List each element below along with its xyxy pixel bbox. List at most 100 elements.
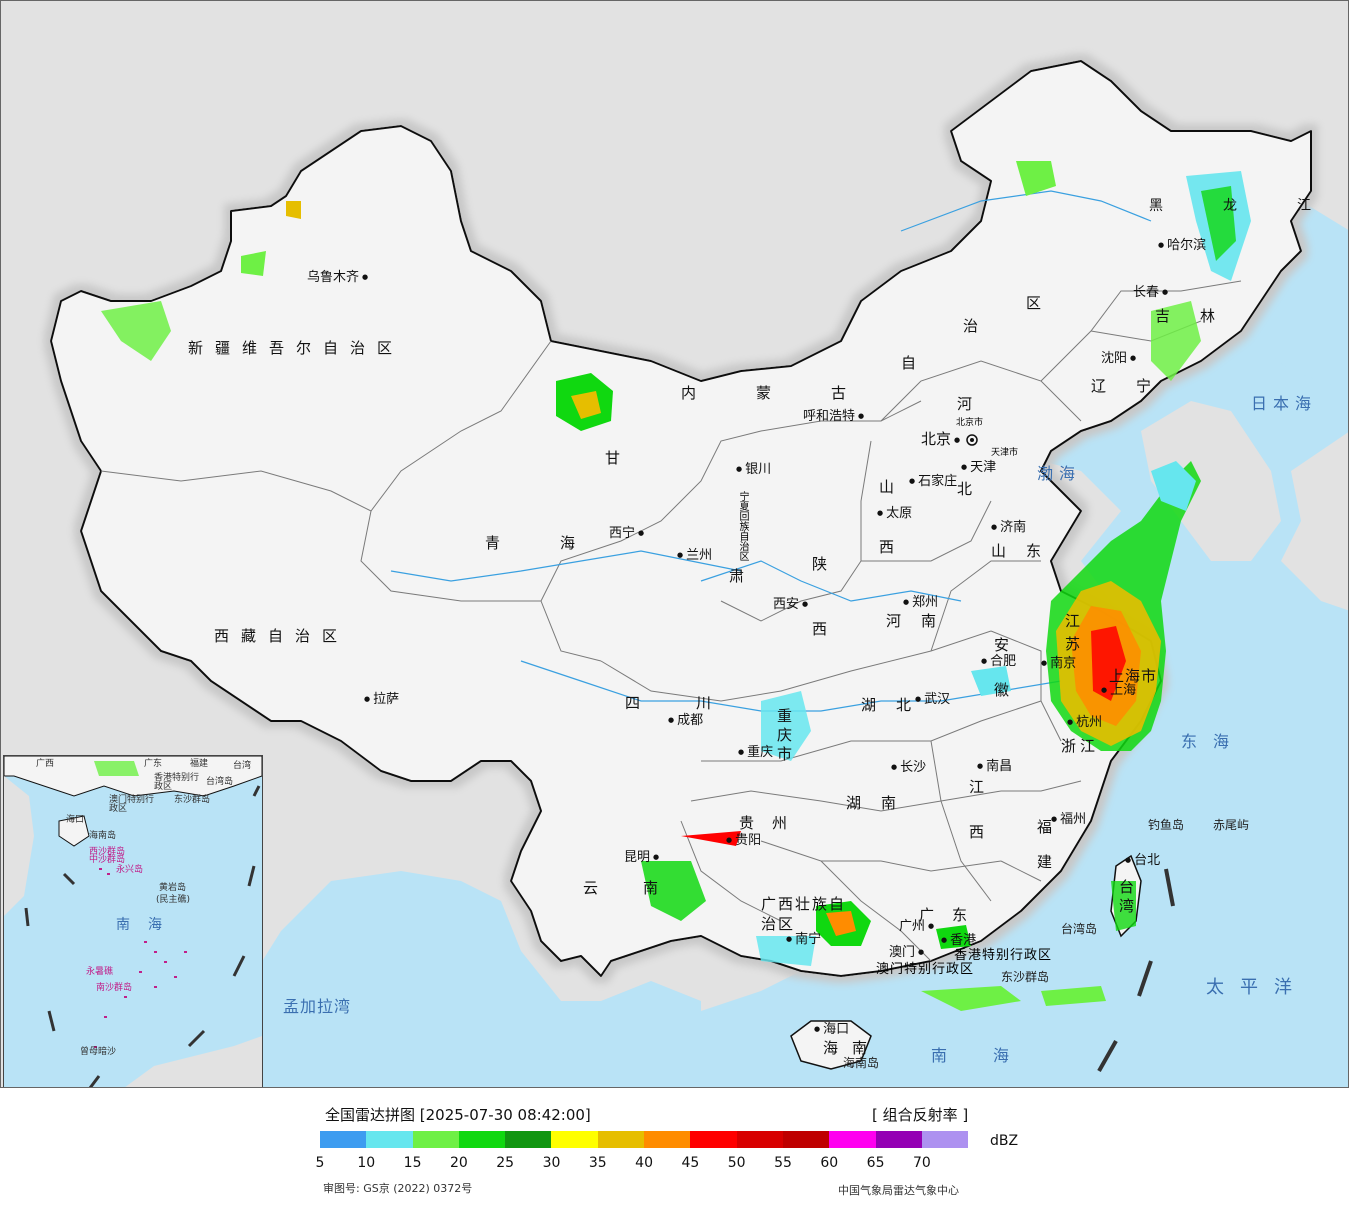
province-label-shanxi: 山西 <box>877 479 895 599</box>
province-label-zhejiang: 浙江 <box>1061 737 1100 755</box>
city-haikou: 海口 <box>814 1023 849 1036</box>
inset-label-taiwan-island: 台湾岛 <box>206 777 234 787</box>
inset-label-zengmu: 曾母暗沙 <box>80 1047 117 1057</box>
city-fuzhou: 福州 <box>1051 813 1086 826</box>
city-urumqi: 乌鲁木齐 <box>307 271 368 284</box>
legend-swatch <box>875 1131 922 1148</box>
radar-echoes <box>101 161 1251 1011</box>
japan-land <box>1281 432 1348 611</box>
legend-tick-label: 70 <box>912 1155 931 1171</box>
legend-swatch <box>736 1131 783 1148</box>
city-changsha: 长沙 <box>891 761 926 774</box>
province-label-henan: 河南 <box>886 612 957 630</box>
inset-label-guangxi: 广西 <box>36 759 55 769</box>
legend-tick-label: 65 <box>866 1155 885 1171</box>
city-nanjing: 南京 <box>1041 657 1076 670</box>
legend-swatch <box>597 1131 645 1148</box>
province-label-shandong: 山东 <box>991 542 1062 560</box>
city-zhengzhou: 郑州 <box>903 596 938 609</box>
province-label-neimenggu-part: 区 <box>1026 294 1042 312</box>
label-macao-sar: 澳门特别行政区 <box>876 962 975 977</box>
city-hohhot: 呼和浩特 <box>803 410 864 423</box>
sea-east: 东海 <box>1181 732 1246 751</box>
city-shanghai: 上海 <box>1101 684 1136 697</box>
province-label-chongqing: 重庆市 <box>775 708 793 765</box>
inset-label-taiwan: 台湾 <box>233 761 252 771</box>
legend-swatch <box>829 1131 876 1148</box>
legend-swatch <box>551 1131 598 1148</box>
province-label-xinjiang: 新疆维吾尔自治区 <box>188 339 405 357</box>
city-lanzhou: 兰州 <box>677 549 712 562</box>
inset-label-xisha: 西沙群岛 <box>89 847 126 857</box>
legend-swatch <box>782 1131 830 1148</box>
legend-approval: 审图号: GS京 (2022) 0372号 <box>323 1182 473 1195</box>
province-label-shaanxi: 陕西 <box>810 556 828 686</box>
province-label-jilin: 吉林 <box>1155 307 1246 325</box>
island-hainan: 海南岛 <box>843 1056 880 1070</box>
legend-tick-label: 40 <box>635 1155 654 1171</box>
legend-title: 全国雷达拼图 [2025-07-30 08:42:00] <box>325 1106 591 1124</box>
province-label-qinghai: 青海 <box>485 534 636 552</box>
province-label-anhui: 安徽 <box>992 637 1010 727</box>
legend-organization: 中国气象局雷达气象中心 <box>838 1184 959 1197</box>
legend-tick-label: 50 <box>727 1155 746 1171</box>
city-xining: 西宁 <box>609 527 644 540</box>
province-label-gansu: 甘 <box>605 449 621 467</box>
legend-tick-label: 20 <box>449 1155 468 1171</box>
city-nanning: 南宁 <box>786 933 821 946</box>
city-yinchuan: 银川 <box>736 463 771 476</box>
sea-bohai: 渤海 <box>1037 464 1082 483</box>
city-shijiazhuang: 石家庄 <box>909 475 957 488</box>
legend-swatch <box>458 1131 506 1148</box>
city-beijing: 北京 <box>921 432 960 447</box>
inset-label-hainan-island: 海南岛 <box>89 831 117 841</box>
province-label-tibet: 西藏自治区 <box>214 627 350 645</box>
legend-swatch <box>690 1131 737 1148</box>
sea-bay-of-bengal: 孟加拉湾 <box>283 997 352 1016</box>
maritime-boundary <box>1097 868 1175 1072</box>
inset-label-south-sea: 南海 <box>116 917 180 933</box>
province-label-neimenggu-zhi: 治 <box>963 317 979 335</box>
city-guangzhou: 广州 <box>899 920 934 933</box>
legend-tick-label: 60 <box>820 1155 839 1171</box>
inset-label-zhongsha: 中沙群岛 <box>89 855 126 865</box>
city-nanchang: 南昌 <box>977 760 1012 773</box>
province-label-ningxia: 宁夏回族自治区 <box>737 491 748 561</box>
province-label-liaoning: 辽宁 <box>1091 377 1182 395</box>
inset-label-yongshu: 永暑礁 <box>86 967 114 977</box>
province-label-jiangsu: 江苏 <box>1063 613 1081 659</box>
legend-tick-label: 55 <box>774 1155 792 1171</box>
sea-pacific: 太平洋 <box>1206 977 1308 998</box>
radar-map[interactable]: 新疆维吾尔自治区 西藏自治区 区 青海 甘 四川 云南 黑龙江 吉林 辽宁 河北… <box>0 0 1349 1088</box>
legend-swatch <box>921 1131 969 1148</box>
island-taiwan: 台湾岛 <box>1061 922 1098 936</box>
city-macao: 澳门 <box>889 946 924 959</box>
capital-marker <box>966 434 978 446</box>
island-chiwei: 赤尾屿 <box>1213 818 1250 832</box>
city-label-tianjinshi: 天津市 <box>991 448 1019 458</box>
city-hongkong: 香港 <box>941 934 976 947</box>
province-label-shanghai: 上海市 <box>1109 667 1158 685</box>
province-label-sichuan: 四川 <box>625 694 768 712</box>
city-kunming: 昆明 <box>624 851 659 864</box>
province-label-fujian: 福建 <box>1035 819 1053 889</box>
city-chongqing: 重庆 <box>738 746 773 759</box>
inset-label-yongxing: 永兴岛 <box>116 865 144 875</box>
city-xian: 西安 <box>773 598 808 611</box>
province-label-guangxi: 广西壮族自治区 <box>761 895 847 933</box>
island-dongsha: 东沙群岛 <box>1001 970 1050 984</box>
inset-label-haikou: 海口 <box>66 815 85 825</box>
city-jinan: 济南 <box>991 521 1026 534</box>
legend-swatch <box>320 1131 367 1148</box>
province-label-guizhou: 贵州 <box>739 814 806 832</box>
inset-label-dongsha: 东沙群岛 <box>174 795 211 805</box>
city-chengdu: 成都 <box>668 714 703 727</box>
legend-colorbar <box>320 1131 969 1148</box>
city-lhasa: 拉萨 <box>364 693 399 706</box>
inset-label-fujian: 福建 <box>190 759 209 769</box>
inset-label-nansha: 南沙群岛 <box>96 983 133 993</box>
province-label-heilongjiang: 黑龙江 <box>1149 198 1349 214</box>
legend-tick-label: 5 <box>315 1155 325 1171</box>
city-shenyang: 沈阳 <box>1101 352 1136 365</box>
province-label-hainan: 海南 <box>823 1039 882 1057</box>
